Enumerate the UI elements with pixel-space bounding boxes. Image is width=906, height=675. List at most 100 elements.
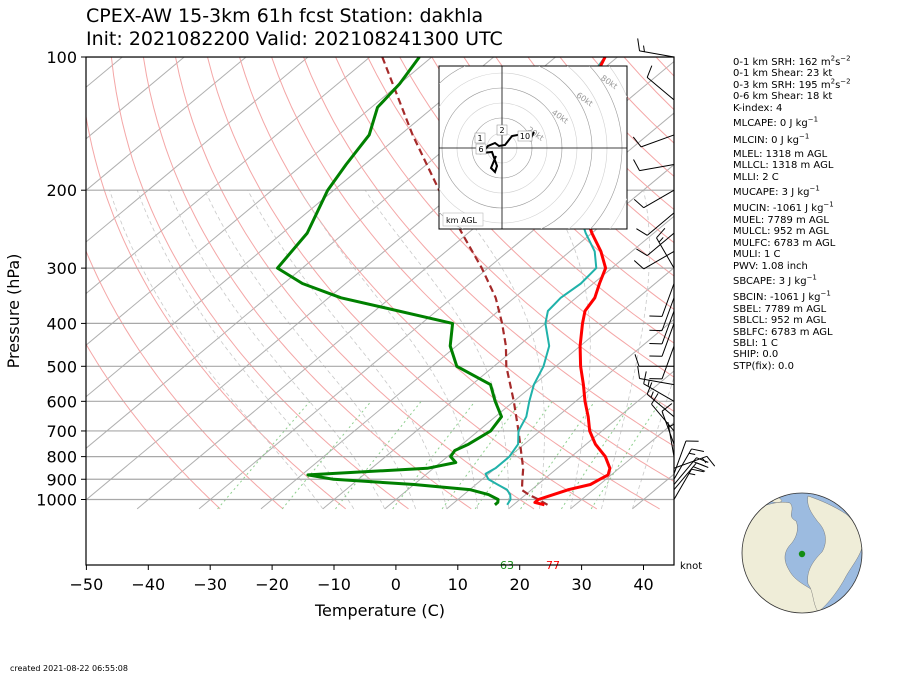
y-axis-label: Pressure (hPa) [4,254,23,369]
wind-barb [649,310,675,345]
mixing-ratio-line [520,401,596,510]
dry-adiabat [431,57,674,311]
dry-adiabat [86,249,284,510]
wind-barb [636,232,675,257]
isotherm-line [86,57,433,346]
wind-barb-staff [639,378,675,386]
wind-barb-staff [639,164,675,172]
hodograph-height-box [474,132,486,144]
y-tick-label: 500 [46,357,77,376]
wind-barb-flag [632,136,642,148]
y-tick-label: 300 [46,259,77,278]
isotherm-line [198,112,674,510]
wind-barb-half-flag [688,473,696,476]
wind-barb-flag [636,248,648,257]
wind-barb-staff [643,189,675,209]
wind-barb-flag [633,260,645,270]
index-line: SBLFC: 6783 m AGL [733,326,833,338]
created-stamp: created 2021-08-22 06:55:08 [10,664,128,673]
chart-subtitle: Init: 2021082200 Valid: 202108241300 UTC [86,28,503,50]
wind-barb-staff [640,134,675,148]
wind-barb-staff [661,310,675,345]
moist-adiabat [204,190,417,510]
wind-barb [637,365,675,386]
x-tick-label: 30 [571,575,591,594]
wind-barb [667,422,675,457]
hodograph-height-box [475,143,487,155]
isotherm-line [86,57,495,398]
index-line: 0-1 km SRH: 162 m2s−2 [733,54,851,68]
dry-adiabat [110,57,409,510]
wind-barb-staff [646,212,675,236]
hodograph-height-label: 6 [478,145,483,154]
dry-adiabat [271,57,674,482]
index-line: K-index: 4 [733,102,783,114]
y-tick-label: 900 [46,470,77,489]
wind-barb-flag [651,393,659,405]
index-line: 0-6 km Shear: 18 kt [733,91,833,103]
index-line: MUCAPE: 3 J kg−1 [733,184,820,199]
wind-barb-staff [643,250,675,270]
x-tick-label: 40 [633,575,653,594]
wind-barb-staff [673,455,708,469]
index-line: MULI: 1 C [733,249,781,261]
y-tick-label: 800 [46,448,77,467]
mixing-ratio-line [335,400,422,510]
indices-panel: 0-1 km SRH: 162 m2s−2 0-1 km Shear: 23 kt… [733,54,851,372]
isotherm-line [86,57,185,140]
moist-adiabat [247,190,447,509]
wind-barb-flag [634,354,640,367]
y-tick-label: 600 [46,392,77,411]
isotherm-line [86,57,309,243]
wind-barb-staff [673,448,692,480]
wind-barb-flag [656,228,666,239]
wind-barb-staff [667,422,675,457]
mixing-ratio-line [590,401,662,510]
wind-barb-flag [696,457,709,463]
moist-adiabat [109,190,324,510]
index-line: PWV: 1.08 inch [733,260,808,272]
index-line: 0-3 km SRH: 195 m2s−2 [733,77,851,91]
wind-barb [637,38,675,58]
wind-barb [643,371,675,402]
index-line: MUEL: 7789 m AGL [733,214,829,226]
isotherm-line [446,318,674,510]
x-tick-label: 10 [448,575,468,594]
dry-adiabat [239,57,660,510]
wind-barb-flag [633,159,640,171]
x-tick-label: 20 [510,575,530,594]
mixing-ratio-line [474,401,553,510]
isotherm-line [508,370,674,510]
x-axis: −50 −40 −30 −20 −10 0 10 20 30 40 [70,565,654,594]
wind-barb [646,65,675,101]
dry-adiabat [142,57,472,510]
chart-title: CPEX-AW 15-3km 61h fcst Station: dakhla [86,5,484,27]
dry-adiabat [335,57,674,412]
wind-barb [649,323,675,357]
y-axis: 100 200 300 400 500 600 700 800 900 1000 [36,48,86,510]
wind-barb-staff [661,411,675,445]
index-line: MLCIN: 0 J kg−1 [733,133,810,147]
wind-barb-half-flag [650,391,654,398]
x-tick-label: −40 [131,575,165,594]
x-tick-label: −30 [193,575,227,594]
wind-barb-staff [673,462,697,490]
x-tick-label: −50 [70,575,104,594]
wind-barb [673,440,699,475]
index-line: SBCAPE: 3 J kg−1 [733,273,817,287]
wind-barbs [632,38,716,500]
wind-barb [633,250,675,270]
dry-adiabat [463,57,674,277]
wind-barb-staff [646,393,675,418]
wind-barb-staff [661,283,675,317]
wind-barb-half-flag [647,380,650,387]
wind-barb-flag [643,371,647,384]
wind-barb-half-flag [688,452,696,456]
wind-barb-flag [693,466,706,472]
wind-barb-flag [637,365,641,379]
dewpoint-line [276,57,503,506]
wind-barb [673,468,704,500]
wind-barb-staff [643,383,675,402]
hodograph-label: km AGL [446,216,478,225]
